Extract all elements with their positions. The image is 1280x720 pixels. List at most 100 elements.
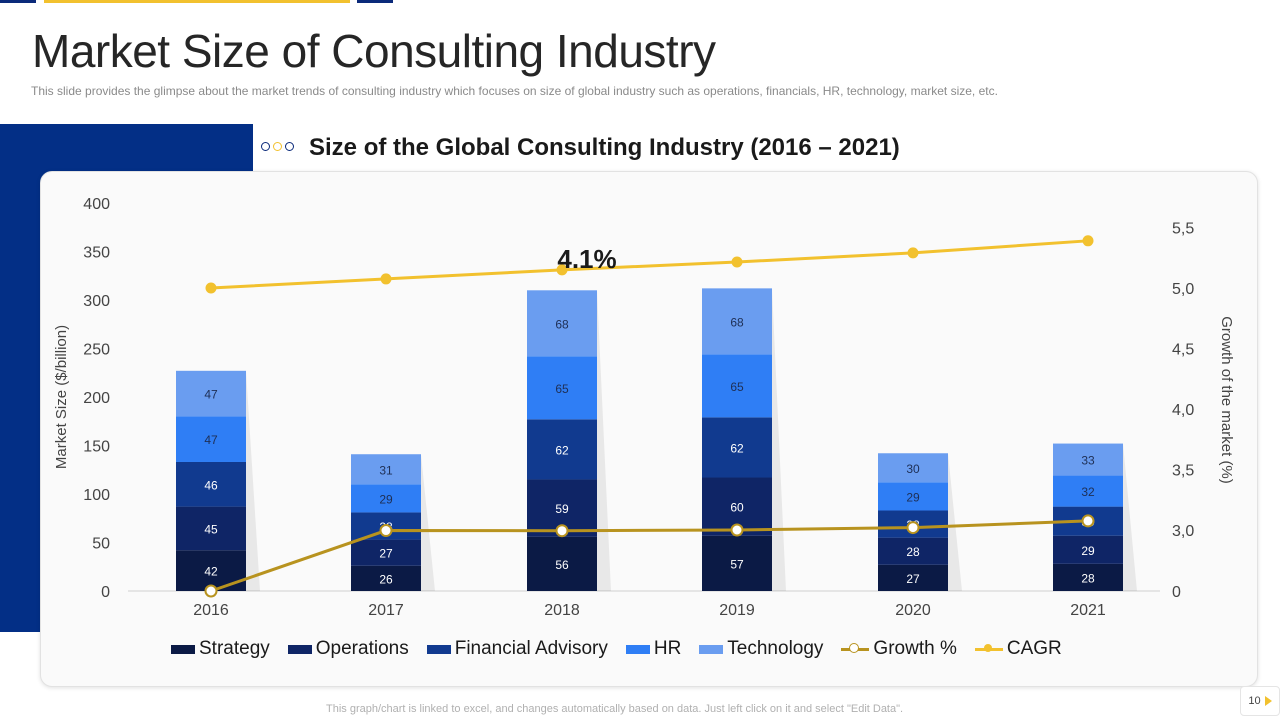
y-axis-label: Market Size ($/billion) xyxy=(53,325,70,469)
bar-value-label: 29 xyxy=(906,490,920,504)
bar-value-label: 28 xyxy=(1081,571,1095,585)
y-tick-label: 0 xyxy=(101,584,110,601)
bar-shadow xyxy=(772,288,786,591)
bar-value-label: 29 xyxy=(379,492,393,506)
y2-tick-label: 4,0 xyxy=(1172,402,1194,419)
legend-item-cagr[interactable]: CAGR xyxy=(974,638,1062,660)
legend-line-swatch xyxy=(841,643,870,655)
bar-segment xyxy=(878,564,948,591)
y-tick-label: 400 xyxy=(83,196,110,213)
bar-value-label: 27 xyxy=(379,547,393,561)
legend-swatch xyxy=(699,644,724,654)
x-tick-label: 2018 xyxy=(544,602,580,619)
bar-segment xyxy=(351,454,421,485)
bar-value-label: 27 xyxy=(906,572,920,586)
legend-item-hr[interactable]: HR xyxy=(625,638,682,660)
legend-swatch xyxy=(625,644,650,654)
top-accent-bar-left xyxy=(0,0,36,3)
legend-label: Financial Advisory xyxy=(454,638,608,659)
chart-heading: Size of the Global Consulting Industry (… xyxy=(309,134,900,161)
bar-shadow xyxy=(246,370,260,591)
growth-point xyxy=(204,584,218,598)
growth-point xyxy=(730,523,744,537)
growth-line xyxy=(210,519,1089,593)
legend-item-financial-advisory[interactable]: Financial Advisory xyxy=(426,638,608,660)
legend-label: HR xyxy=(653,638,682,659)
bar-segment xyxy=(878,482,948,511)
legend-label: CAGR xyxy=(1006,638,1062,659)
bar-value-label: 47 xyxy=(204,433,218,447)
bar-segment xyxy=(527,419,597,480)
bar-segment xyxy=(351,484,421,513)
bar-segment xyxy=(176,370,246,417)
bar-shadow xyxy=(421,454,435,591)
bar-value-label: 68 xyxy=(730,315,744,329)
dot-icon xyxy=(261,142,270,151)
y-tick-label: 350 xyxy=(83,245,110,262)
cagr-point xyxy=(205,282,217,294)
dot-icon xyxy=(273,142,282,151)
bar-value-label: 59 xyxy=(555,502,569,516)
bar-segment xyxy=(1053,563,1123,591)
bar-value-label: 29 xyxy=(1081,544,1095,558)
x-tick-label: 2016 xyxy=(193,602,229,619)
legend-item-technology[interactable]: Technology xyxy=(699,638,823,660)
legend-label: Growth % xyxy=(873,638,957,659)
bar-value-label: 68 xyxy=(555,317,569,331)
bar-segment xyxy=(527,536,597,591)
footer-note: This graph/chart is linked to excel, and… xyxy=(326,703,904,715)
cagr-annotation: 4.1% xyxy=(557,244,616,274)
top-accent-bar-right xyxy=(357,0,393,3)
bar-segment xyxy=(176,461,246,507)
bar-segment xyxy=(1053,443,1123,476)
heading-dots-icon xyxy=(261,142,294,151)
x-tick-label: 2021 xyxy=(1070,602,1106,619)
cagr-point xyxy=(556,264,568,276)
legend-item-growth[interactable]: Growth % xyxy=(841,638,957,660)
bar-value-label: 60 xyxy=(730,501,744,515)
y2-tick-label: 0 xyxy=(1172,584,1181,601)
bar-value-label: 32 xyxy=(1081,485,1095,499)
growth-point xyxy=(555,524,569,538)
x-tick-label: 2020 xyxy=(895,602,931,619)
legend-line-swatch xyxy=(974,643,1003,655)
y2-axis-label: Growth of the market (%) xyxy=(1218,316,1235,484)
bar-value-label: 31 xyxy=(379,463,393,477)
bar-value-label: 47 xyxy=(204,388,218,402)
y2-tick-label: 3,0 xyxy=(1172,523,1194,540)
bar-segment xyxy=(1053,535,1123,564)
bar-segment xyxy=(351,565,421,591)
legend-swatch xyxy=(426,644,451,654)
bar-segment xyxy=(702,288,772,355)
x-tick-label: 2017 xyxy=(368,602,404,619)
bar-segment xyxy=(878,537,948,565)
y-tick-label: 250 xyxy=(83,342,110,359)
y-tick-label: 300 xyxy=(83,293,110,310)
bar-segment xyxy=(527,290,597,357)
bar-shadow xyxy=(1123,443,1137,591)
page-number-badge: 10 xyxy=(1240,686,1280,716)
play-arrow-icon xyxy=(1264,696,1272,706)
bar-value-label: 33 xyxy=(1081,454,1095,468)
y-tick-label: 100 xyxy=(83,487,110,504)
legend-item-operations[interactable]: Operations xyxy=(287,638,409,660)
bar-value-label: 62 xyxy=(730,441,744,455)
legend-item-strategy[interactable]: Strategy xyxy=(171,638,270,660)
dot-icon xyxy=(285,142,294,151)
growth-point xyxy=(1081,514,1095,528)
y-tick-label: 150 xyxy=(83,439,110,456)
bar-value-label: 30 xyxy=(906,462,920,476)
y-tick-label: 200 xyxy=(83,390,110,407)
bar-segment xyxy=(702,417,772,478)
bar-value-label: 65 xyxy=(555,382,569,396)
bar-segment xyxy=(702,535,772,591)
bar-segment xyxy=(351,539,421,566)
bar-shadow xyxy=(597,290,611,591)
bar-segment xyxy=(176,416,246,462)
legend-label: Technology xyxy=(727,638,824,659)
bar-value-label: 56 xyxy=(555,558,569,572)
bar-value-label: 65 xyxy=(730,380,744,394)
y2-tick-label: 3,5 xyxy=(1172,463,1194,480)
x-tick-label: 2019 xyxy=(719,602,755,619)
